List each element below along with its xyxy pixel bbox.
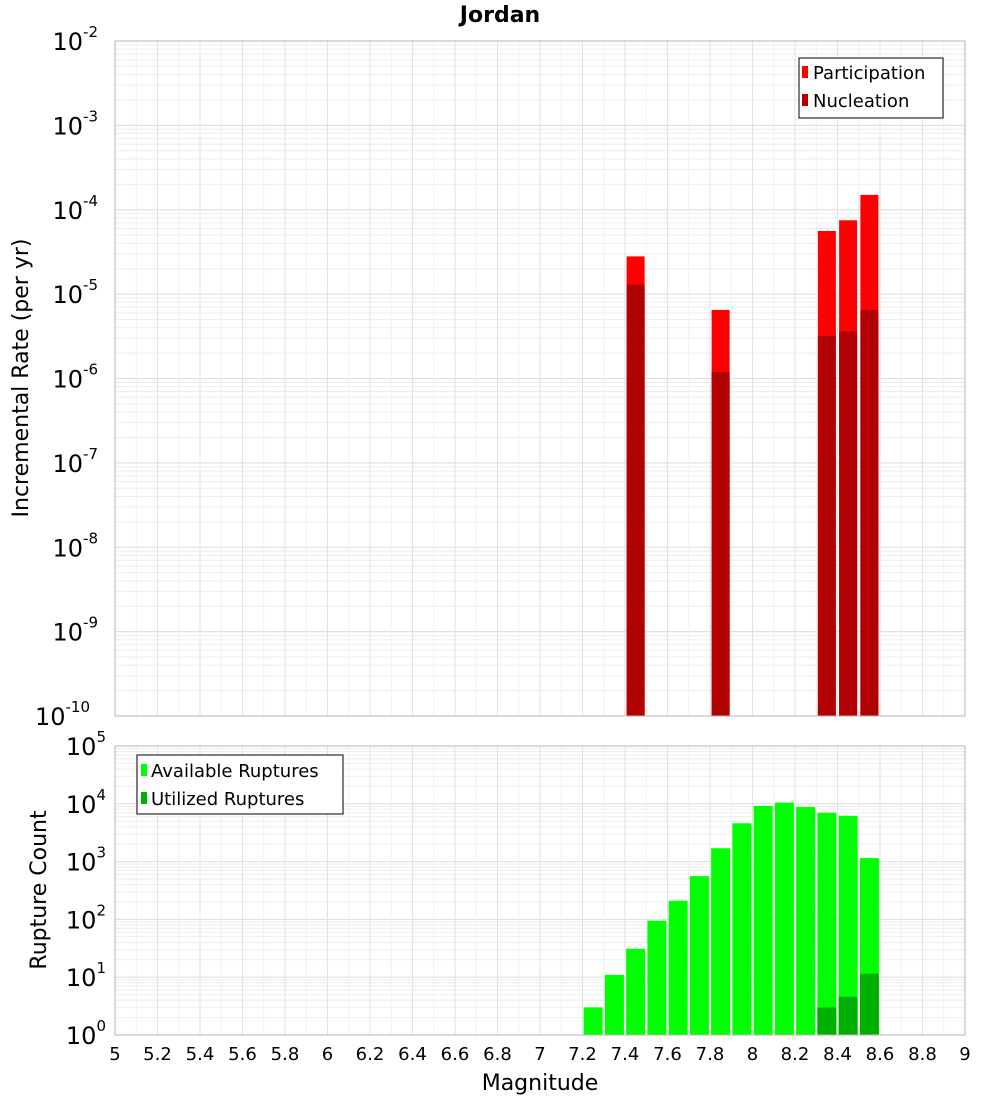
count-plot-border — [114, 745, 966, 1036]
count-y-axis-label: Rupture Count — [27, 810, 52, 970]
count-bar-utilized-ruptures — [817, 1007, 837, 1035]
rate-bar-nucleation — [817, 335, 836, 716]
x-tick-label: 6.2 — [356, 1044, 385, 1065]
count-bar-available-ruptures — [774, 802, 794, 1035]
count-bar-available-ruptures — [796, 807, 816, 1035]
rate-panel: 10-210-310-410-510-610-710-810-910-10 In… — [9, 23, 966, 731]
rate-bar-nucleation — [860, 309, 879, 716]
chart-title: Jordan — [458, 3, 540, 28]
x-tick-label: 7.8 — [696, 1044, 725, 1065]
x-tick-label: 7.6 — [653, 1044, 682, 1065]
rate-bars — [626, 194, 879, 717]
x-tick-label: 8.8 — [908, 1044, 937, 1065]
count-legend: Available Ruptures Utilized Ruptures — [136, 754, 344, 815]
count-bar-available-ruptures — [647, 920, 667, 1035]
count-bar-available-ruptures — [732, 823, 752, 1035]
x-tick-label: 6 — [322, 1044, 333, 1065]
x-tick-label: 7.2 — [568, 1044, 597, 1065]
x-tick-label: 5.4 — [186, 1044, 215, 1065]
x-tick-label: 5 — [109, 1044, 120, 1065]
x-tick-label: 6.8 — [483, 1044, 512, 1065]
count-bar-available-ruptures — [668, 900, 688, 1035]
legend-swatch-nucleation — [802, 94, 808, 106]
x-tick-label: 8.4 — [823, 1044, 852, 1065]
count-bar-available-ruptures — [711, 848, 731, 1035]
x-tick-label: 5.2 — [143, 1044, 172, 1065]
count-bars — [583, 802, 879, 1035]
rate-bar-nucleation — [711, 371, 730, 716]
legend-label-participation: Participation — [813, 63, 925, 84]
x-axis-ticks: 5 5.2 5.4 5.6 5.8 6 6.2 6.4 6.6 6.8 7 7.2 7.4 7.6 7.8 8… — [109, 1044, 970, 1065]
x-tick-label: 8.6 — [866, 1044, 895, 1065]
count-bar-utilized-ruptures — [838, 996, 858, 1035]
rate-legend: Participation Nucleation — [798, 57, 944, 119]
count-legend-box — [136, 754, 344, 815]
count-bar-available-ruptures — [838, 815, 858, 1035]
x-tick-label: 9 — [959, 1044, 970, 1065]
rate-legend-box — [798, 57, 944, 119]
count-bar-available-ruptures — [583, 1007, 603, 1035]
legend-swatch-utilized — [141, 792, 147, 804]
count-bar-available-ruptures — [817, 812, 837, 1035]
legend-label-nucleation: Nucleation — [813, 91, 909, 112]
x-tick-label: 8.2 — [781, 1044, 810, 1065]
legend-swatch-participation — [802, 66, 808, 78]
rate-y-axis-label: Incremental Rate (per yr) — [9, 239, 34, 518]
x-tick-label: 6.4 — [398, 1044, 427, 1065]
x-tick-label: 6.6 — [441, 1044, 470, 1065]
x-axis-label: Magnitude — [482, 1071, 599, 1096]
rate-bar-nucleation — [839, 331, 858, 716]
count-bar-available-ruptures — [753, 805, 773, 1035]
count-bar-available-ruptures — [626, 948, 646, 1035]
legend-label-utilized: Utilized Ruptures — [151, 789, 304, 810]
rate-bar-nucleation — [626, 284, 645, 716]
legend-label-available: Available Ruptures — [151, 761, 319, 782]
rate-grid — [114, 40, 966, 717]
rate-y-tick-label: 10-9 — [52, 614, 98, 647]
x-tick-label: 7 — [534, 1044, 545, 1065]
rate-plot-border — [114, 40, 966, 717]
x-tick-label: 8 — [747, 1044, 758, 1065]
x-tick-label: 7.4 — [611, 1044, 640, 1065]
legend-swatch-available — [141, 764, 147, 776]
x-tick-label: 5.8 — [271, 1044, 300, 1065]
count-bar-available-ruptures — [604, 974, 624, 1035]
count-bar-available-ruptures — [689, 876, 709, 1035]
count-bar-utilized-ruptures — [859, 973, 879, 1035]
x-tick-label: 5.6 — [228, 1044, 257, 1065]
